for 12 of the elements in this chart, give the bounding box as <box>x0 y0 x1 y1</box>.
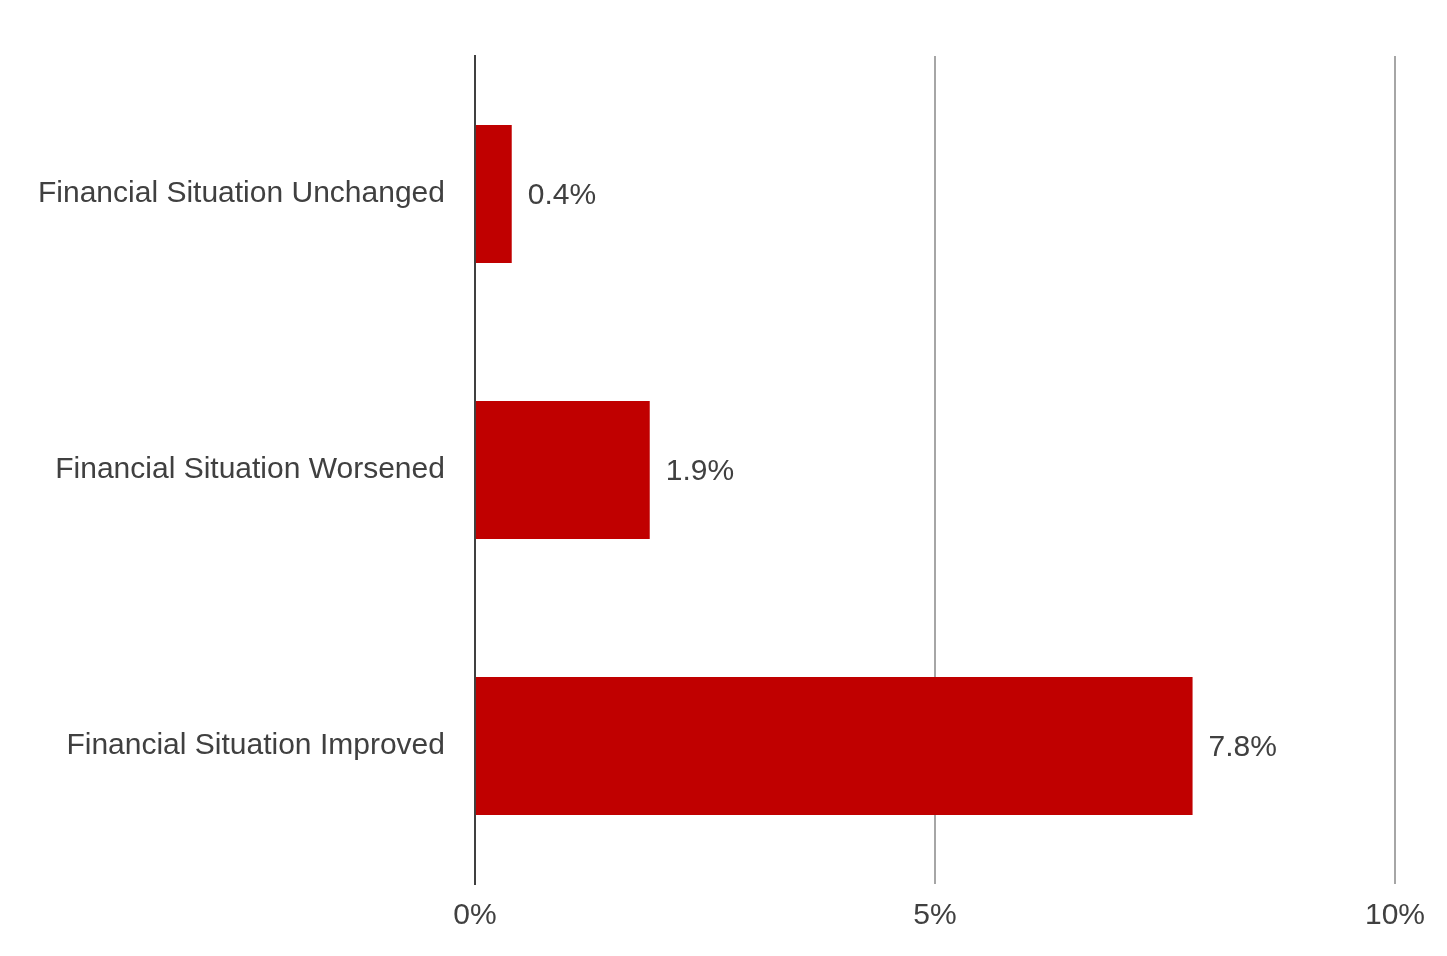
data-label: 7.8% <box>1208 729 1277 763</box>
x-tick-label: 5% <box>913 897 957 931</box>
bar <box>475 677 1193 815</box>
y-tick-label: Financial Situation Improved <box>66 727 445 761</box>
bar <box>475 125 512 263</box>
data-label: 1.9% <box>665 453 735 487</box>
x-tick-label: 0% <box>453 897 497 931</box>
y-tick-label: Financial Situation Unchanged <box>38 175 445 209</box>
data-label: 0.4% <box>527 177 597 211</box>
x-tick-label: 10% <box>1364 897 1425 931</box>
y-tick-label: Financial Situation Worsened <box>55 451 445 485</box>
bar <box>475 401 650 539</box>
